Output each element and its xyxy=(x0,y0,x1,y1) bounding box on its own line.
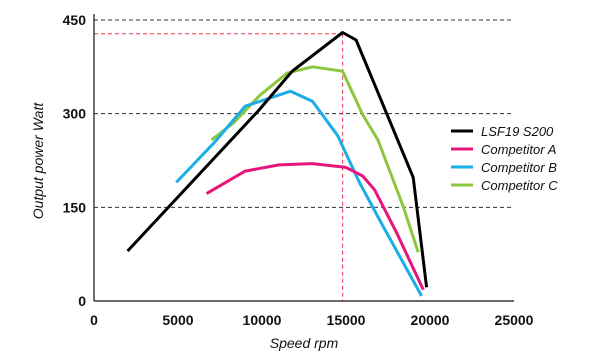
legend-label-competitor-b: Competitor B xyxy=(481,160,557,175)
x-tick-label-25000: 25000 xyxy=(495,312,534,328)
series-line-competitor-c xyxy=(210,65,420,253)
legend-label-competitor-c: Competitor C xyxy=(481,178,558,193)
x-tick-label-10000: 10000 xyxy=(243,312,282,328)
x-tick-label-5000: 5000 xyxy=(162,312,193,328)
x-tick-label-0: 0 xyxy=(90,312,98,328)
y-tick-label-0: 0 xyxy=(78,293,86,309)
x-axis-title: Speed rpm xyxy=(270,335,339,351)
y-tick-label-300: 300 xyxy=(63,106,87,122)
series-line-competitor-a xyxy=(205,162,425,291)
x-tick-label-15000: 15000 xyxy=(327,312,366,328)
legend: LSF19 S200 Competitor A Competitor B Compet… xyxy=(451,124,558,193)
y-tick-labels: 0 150 300 450 xyxy=(63,12,87,309)
x-tick-label-20000: 20000 xyxy=(411,312,450,328)
series-line-competitor-b xyxy=(175,89,423,297)
y-tick-label-450: 450 xyxy=(63,12,87,28)
legend-label-lsf19-s200: LSF19 S200 xyxy=(481,124,554,139)
series-lines xyxy=(126,31,429,297)
series-line-lsf19-s200 xyxy=(126,31,429,288)
legend-label-competitor-a: Competitor A xyxy=(481,142,556,157)
y-axis-title: Output power Watt xyxy=(30,102,46,220)
peak-marker xyxy=(94,33,344,301)
x-tick-labels: 0 5000 10000 15000 20000 25000 xyxy=(90,312,534,328)
y-tick-label-150: 150 xyxy=(63,199,87,215)
grid-lines xyxy=(94,19,514,208)
axes xyxy=(93,14,514,302)
